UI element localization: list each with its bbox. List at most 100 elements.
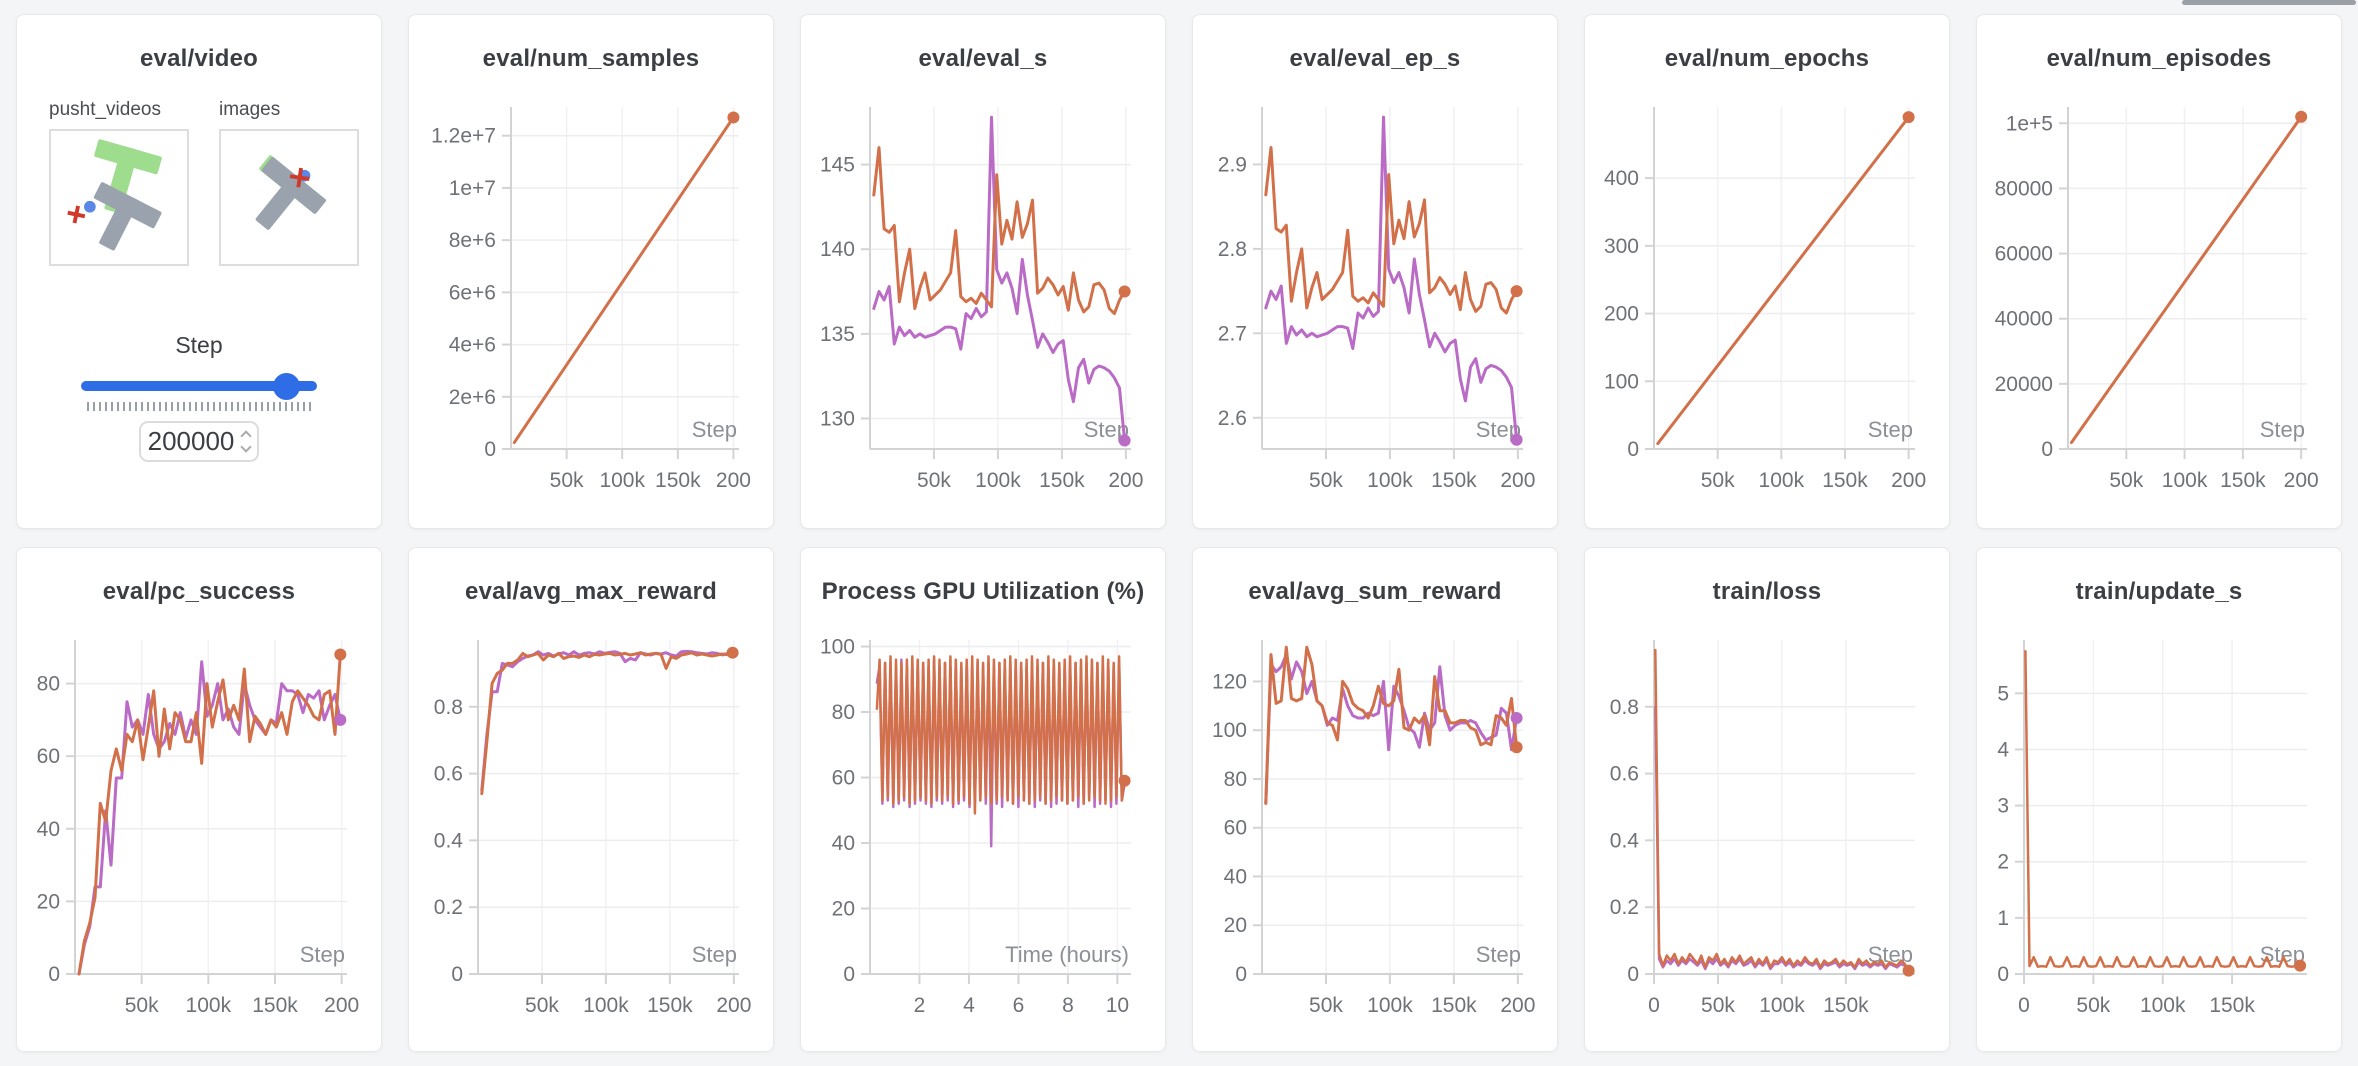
panel-eval-eval-ep-s: eval/eval_ep_s 2.6 2.7 2.8 2.9 50k 100k 150k 20…	[1192, 14, 1558, 529]
svg-text:150k: 150k	[1823, 994, 1869, 1017]
svg-text:80: 80	[37, 673, 60, 696]
svg-text:150k: 150k	[2209, 994, 2255, 1017]
svg-text:6e+6: 6e+6	[449, 281, 496, 304]
media-row: pusht_videos	[49, 99, 381, 266]
svg-text:0.2: 0.2	[1610, 896, 1639, 919]
chart-title: train/update_s	[2075, 578, 2243, 605]
svg-text:150k: 150k	[252, 994, 298, 1017]
svg-text:0: 0	[1997, 963, 2009, 986]
svg-text:200: 200	[1108, 469, 1143, 492]
svg-text:300: 300	[1604, 235, 1639, 258]
chart-title: eval/num_samples	[482, 45, 700, 72]
panel-eval-pc-success: eval/pc_success 0 20 40 60 80 50k 100k 150k 200 S…	[16, 547, 382, 1052]
svg-text:150k: 150k	[1039, 469, 1085, 492]
chart-eval-pc-success[interactable]: 0 20 40 60 80 50k 100k 150k 200 Step	[17, 612, 382, 1024]
svg-text:4e+6: 4e+6	[449, 334, 496, 357]
svg-text:20: 20	[1224, 914, 1247, 937]
svg-text:50k: 50k	[125, 994, 159, 1017]
svg-text:100k: 100k	[1367, 994, 1413, 1017]
increment-icon[interactable]	[240, 430, 253, 442]
svg-text:0.6: 0.6	[1610, 763, 1639, 786]
svg-text:1e+7: 1e+7	[449, 177, 496, 200]
svg-text:40000: 40000	[1995, 308, 2053, 331]
svg-text:Step: Step	[692, 417, 737, 442]
slider-thumb[interactable]	[273, 373, 300, 400]
svg-text:20: 20	[832, 898, 855, 921]
chart-title: eval/num_episodes	[2046, 45, 2272, 72]
chart-title: train/loss	[1712, 578, 1822, 605]
pusht-scene-image	[255, 155, 326, 230]
pusht-video-thumbnail[interactable]	[49, 129, 189, 266]
panel-eval-num-episodes: eval/num_episodes 0 20000 40000 60000 80000 1…	[1976, 14, 2342, 529]
svg-text:150k: 150k	[1822, 469, 1868, 492]
images-thumbnail[interactable]	[219, 129, 359, 266]
svg-text:145: 145	[820, 154, 855, 177]
chart-title: eval/num_epochs	[1664, 45, 1870, 72]
chart-title: eval/pc_success	[102, 578, 296, 605]
svg-text:130: 130	[820, 408, 855, 431]
horizontal-scrollbar[interactable]	[2182, 0, 2356, 5]
svg-text:40: 40	[1224, 865, 1247, 888]
svg-text:150k: 150k	[1431, 994, 1477, 1017]
svg-text:150k: 150k	[1431, 469, 1477, 492]
chart-eval-num-epochs[interactable]: 0 100 200 300 400 50k 100k 150k 200 Step	[1585, 79, 1950, 499]
svg-text:4: 4	[963, 994, 975, 1017]
chart-eval-num-samples[interactable]: 0 2e+6 4e+6 6e+6 8e+6 1e+7 1.2e+7 50k 100k 150k 20…	[409, 79, 774, 499]
svg-text:100k: 100k	[2162, 469, 2208, 492]
svg-text:2.9: 2.9	[1218, 153, 1247, 176]
decrement-icon[interactable]	[240, 441, 253, 453]
svg-text:50k: 50k	[2076, 994, 2110, 1017]
svg-text:100k: 100k	[599, 469, 645, 492]
svg-text:50k: 50k	[525, 994, 559, 1017]
step-slider[interactable]	[81, 373, 317, 400]
stepper-buttons[interactable]	[240, 430, 253, 453]
svg-text:50k: 50k	[1309, 994, 1343, 1017]
step-number-input[interactable]: 200000	[139, 421, 259, 462]
svg-text:0: 0	[48, 963, 60, 986]
svg-text:0.6: 0.6	[434, 763, 463, 786]
svg-text:200: 200	[716, 469, 751, 492]
svg-text:0: 0	[484, 438, 496, 461]
svg-text:150k: 150k	[655, 469, 701, 492]
chart-eval-avg-max-reward[interactable]: 0 0.2 0.4 0.6 0.8 50k 100k 150k 200 Step	[409, 612, 774, 1024]
svg-text:80000: 80000	[1995, 177, 2053, 200]
panel-eval-num-epochs: eval/num_epochs 0 100 200 300 400 50k 100k 150k…	[1584, 14, 1950, 529]
step-value: 200000	[147, 426, 235, 456]
svg-text:60: 60	[832, 767, 855, 790]
chart-eval-num-episodes[interactable]: 0 20000 40000 60000 80000 1e+5 50k 100k 150k 200 S…	[1977, 79, 2342, 499]
chart-eval-avg-sum-reward[interactable]: 0 20 40 60 80 100 120 50k 100k 150k 200 Step	[1193, 612, 1558, 1024]
svg-text:60: 60	[1224, 817, 1247, 840]
svg-text:0: 0	[1235, 963, 1247, 986]
svg-text:100k: 100k	[975, 469, 1021, 492]
svg-text:200: 200	[324, 994, 359, 1017]
panel-eval-eval-s: eval/eval_s 130 135 140 145 50k 100k 150k 200 St…	[800, 14, 1166, 529]
svg-text:150k: 150k	[2220, 469, 2266, 492]
svg-text:3: 3	[1997, 795, 2009, 818]
svg-text:50k: 50k	[1309, 469, 1343, 492]
svg-text:100: 100	[1212, 719, 1247, 742]
svg-text:80: 80	[832, 701, 855, 724]
svg-text:0.2: 0.2	[434, 896, 463, 919]
svg-text:5: 5	[1997, 682, 2009, 705]
svg-text:50k: 50k	[1701, 994, 1735, 1017]
media-label: images	[219, 99, 281, 120]
svg-text:8: 8	[1062, 994, 1074, 1017]
svg-text:200: 200	[2284, 469, 2319, 492]
chart-gpu-utilization[interactable]: 0 20 40 60 80 100 2 4 6 8 10 Time (hours)	[801, 612, 1166, 1024]
svg-text:135: 135	[820, 323, 855, 346]
svg-text:0: 0	[2018, 994, 2030, 1017]
svg-text:50k: 50k	[1701, 469, 1735, 492]
svg-text:8e+6: 8e+6	[449, 229, 496, 252]
svg-text:100k: 100k	[186, 994, 232, 1017]
panel-eval-video: eval/video pusht_videos	[16, 14, 382, 529]
svg-text:100: 100	[820, 636, 855, 659]
pusht-agent-dot	[84, 200, 96, 213]
svg-text:Step: Step	[1868, 417, 1913, 442]
pusht-scene-image	[67, 139, 162, 251]
svg-text:0: 0	[1627, 963, 1639, 986]
slider-track[interactable]	[81, 381, 317, 391]
